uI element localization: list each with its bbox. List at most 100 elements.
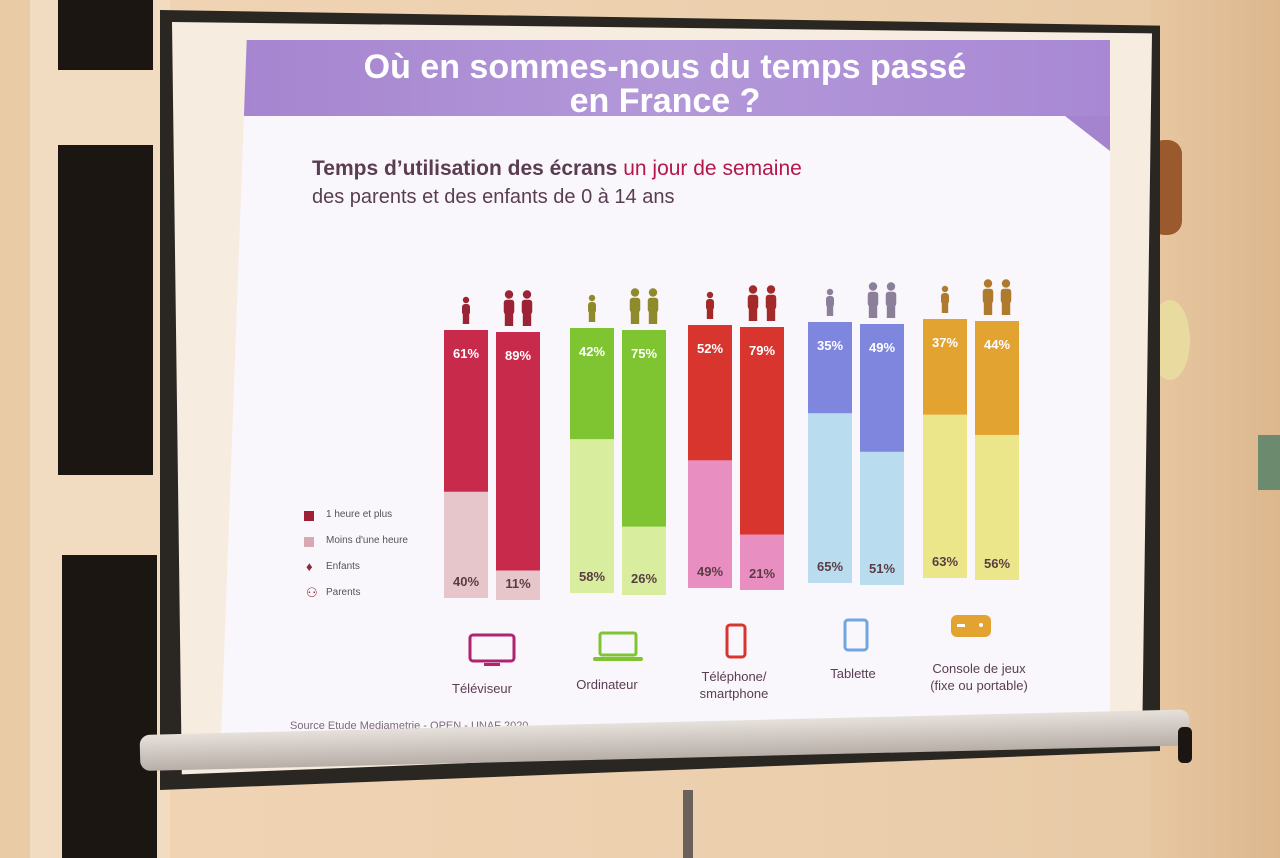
value-label-1h-plus-enfants-4: 37% (932, 335, 958, 350)
parent-legs-icon-1-0 (630, 311, 640, 324)
device-label-computer: Ordinateur (576, 677, 638, 692)
parent-legs-icon-4-0 (983, 302, 993, 315)
child-icon-3-0 (826, 288, 834, 296)
child-icon-0-0 (462, 296, 470, 304)
stacked-bar-chart: 61% 40% 89% 11% 42% 58% 75% 26% 52% 49% 79% 21% 35% 6… (444, 279, 1019, 666)
parent-legs-icon-0-1 (522, 313, 532, 326)
legend-label-parents: Parents (326, 587, 361, 598)
parent-legs-icon-0-0 (504, 313, 514, 326)
parent-icon-3-0 (868, 282, 878, 291)
window-pane-middle (58, 145, 153, 475)
window-pane-bottom (62, 555, 157, 858)
child-icon-4-0 (941, 285, 949, 293)
bar-1h-plus-enfants-4 (923, 319, 967, 415)
parent-body-icon-0-0 (503, 299, 515, 315)
bar-less-1h-parents-2 (740, 534, 784, 590)
smartphone-icon (725, 623, 747, 659)
bar-1h-plus-parents-0 (496, 332, 540, 571)
value-label-less-1h-enfants-2: 49% (697, 564, 723, 579)
parent-body-icon-4-0 (982, 288, 994, 304)
value-label-1h-plus-enfants-3: 35% (817, 338, 843, 353)
bar-less-1h-enfants-0 (444, 491, 488, 598)
value-label-1h-plus-parents-0: 89% (505, 348, 531, 363)
parent-legs-icon-2-0 (748, 308, 758, 321)
parent-icon-2-1 (766, 285, 776, 294)
value-label-1h-plus-parents-4: 44% (984, 337, 1010, 352)
laptop-icon (598, 631, 638, 657)
parent-legs-icon-3-1 (886, 305, 896, 318)
child-icon-1-0 (588, 294, 596, 302)
bar-less-1h-parents-3 (860, 451, 904, 585)
parent-icon-4-0 (983, 279, 993, 288)
child-body-icon-1-0 (588, 302, 596, 314)
child-body-icon-4-0 (941, 293, 949, 305)
child-icon: ♦ (306, 559, 313, 574)
screen-bar-cap (1178, 727, 1192, 763)
value-label-less-1h-parents-4: 56% (984, 556, 1010, 571)
bar-1h-plus-enfants-0 (444, 330, 488, 492)
child-body-icon-3-0 (826, 296, 834, 308)
bar-1h-plus-parents-2 (740, 327, 784, 535)
child-legs-icon-3-0 (826, 306, 834, 316)
bar-less-1h-enfants-2 (688, 460, 732, 588)
value-label-1h-plus-parents-3: 49% (869, 340, 895, 355)
parent-legs-icon-4-1 (1001, 302, 1011, 315)
parent-icon-2-0 (748, 285, 758, 294)
parent-body-icon-2-0 (747, 294, 759, 310)
parent-body-icon-1-1 (647, 297, 659, 313)
device-label-tablet: Tablette (830, 666, 876, 681)
bar-less-1h-enfants-3 (808, 413, 852, 583)
parent-body-icon-4-1 (1000, 288, 1012, 304)
title-band (220, 40, 1110, 116)
value-label-less-1h-enfants-0: 40% (453, 574, 479, 589)
chart-title-accent: un jour de semaine (617, 157, 802, 180)
bar-less-1h-parents-4 (975, 434, 1019, 580)
slide-title: Où en sommes-nous du temps passé en Fran… (220, 50, 1110, 118)
bar-1h-plus-parents-1 (622, 330, 666, 527)
slide-title-line2: en France ? (569, 82, 761, 120)
child-legs-icon-2-0 (706, 309, 714, 319)
device-label-tv: Téléviseur (452, 681, 512, 696)
parents-icon: ⚇ (306, 585, 318, 600)
parent-legs-icon-2-1 (766, 308, 776, 321)
child-legs-icon-1-0 (588, 312, 596, 322)
parent-icon-0-1 (522, 290, 532, 299)
gamepad-button-icon (979, 623, 983, 627)
value-label-less-1h-enfants-1: 58% (579, 569, 605, 584)
bar-less-1h-enfants-4 (923, 414, 967, 578)
parent-icon-3-1 (886, 282, 896, 291)
value-label-1h-plus-enfants-0: 61% (453, 346, 479, 361)
bar-less-1h-parents-0 (496, 570, 540, 600)
value-label-less-1h-parents-1: 26% (631, 571, 657, 586)
bar-1h-plus-enfants-3 (808, 322, 852, 414)
title-corner-decoration (1065, 116, 1110, 151)
parent-legs-icon-3-0 (868, 305, 878, 318)
parent-icon-1-0 (630, 288, 640, 297)
value-label-less-1h-parents-2: 21% (749, 566, 775, 581)
parent-legs-icon-1-1 (648, 311, 658, 324)
slide: Où en sommes-nous du temps passé en Fran… (220, 40, 1110, 765)
parent-icon-1-1 (648, 288, 658, 297)
bar-1h-plus-parents-4 (975, 321, 1019, 435)
tv-stand-icon (484, 663, 500, 666)
gamepad-dpad-icon (957, 624, 965, 627)
parent-icon-0-0 (504, 290, 514, 299)
legend-label-children: Enfants (326, 561, 360, 572)
value-label-less-1h-enfants-3: 65% (817, 559, 843, 574)
child-legs-icon-0-0 (462, 314, 470, 324)
legend-label-1h-plus: 1 heure et plus (326, 509, 393, 520)
child-legs-icon-4-0 (941, 303, 949, 313)
parent-body-icon-1-0 (629, 297, 641, 313)
bar-1h-plus-enfants-1 (570, 328, 614, 440)
parent-body-icon-3-0 (867, 291, 879, 307)
slide-title-line1: Où en sommes-nous du temps passé (363, 48, 967, 86)
parent-body-icon-2-1 (765, 294, 777, 310)
value-label-1h-plus-enfants-1: 42% (579, 344, 605, 359)
child-icon-2-0 (706, 291, 714, 299)
window-pane-top (58, 0, 153, 70)
bar-less-1h-enfants-1 (570, 439, 614, 593)
legend-swatch-less-1h (304, 537, 314, 547)
value-label-less-1h-enfants-4: 63% (932, 554, 958, 569)
bar-1h-plus-parents-3 (860, 324, 904, 452)
chart-title: Temps d’utilisation des écrans un jour d… (312, 157, 802, 181)
